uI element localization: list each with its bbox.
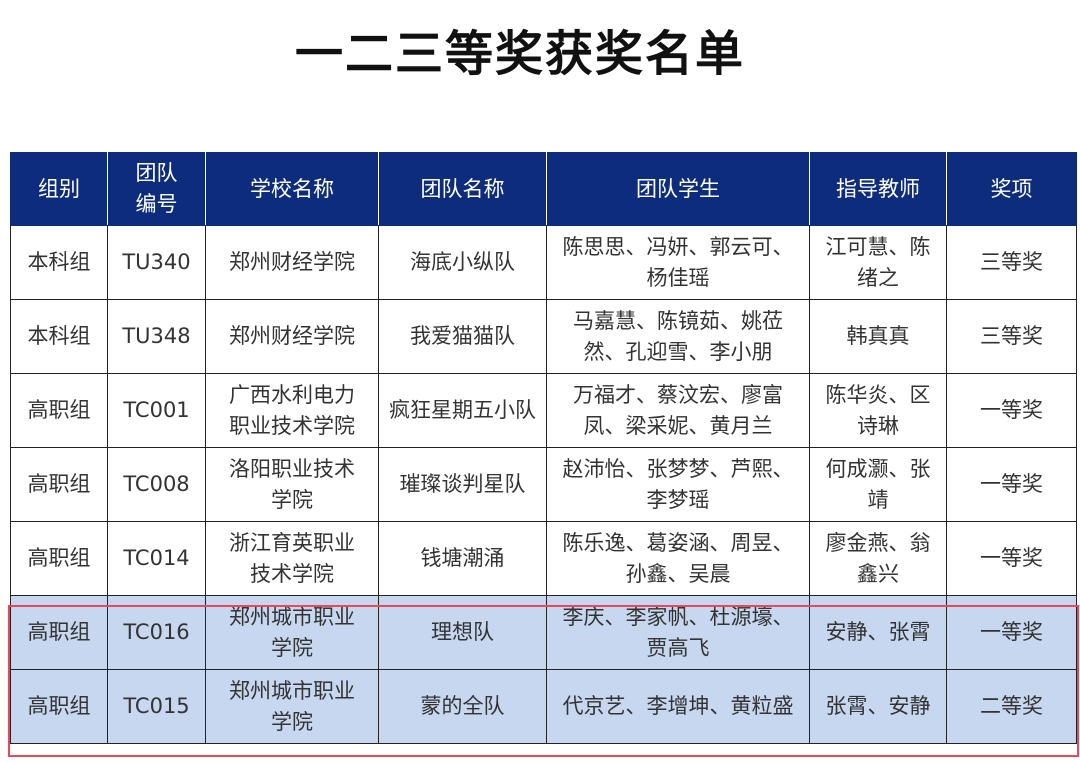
award-table: 组别 团队编号 学校名称 团队名称 团队学生 指导教师 奖项 本科组 TU340 郑州财经学院海… <box>10 152 1077 744</box>
table-cell: 高职组 <box>10 521 108 596</box>
table-cell: 郑州城市职业学院 <box>205 595 379 670</box>
table-row: 高职组 TC015 郑州城市职业学院 蒙的全队 代京艺、李增坤、黄粒盛 张霄、安静 二等奖 <box>10 669 1077 744</box>
table-cell: TC016 <box>107 595 206 670</box>
table-row: 高职组 TC008 洛阳职业技术学院 璀璨谈判星队 赵沛怡、张梦梦、芦熙、李梦瑶 何成灏、… <box>10 447 1077 522</box>
table-cell: 张霄、安静 <box>809 669 947 744</box>
column-header: 学校名称 <box>205 152 379 226</box>
table-cell: 马嘉慧、陈镜茹、姚莅然、孔迎雪、李小朋 <box>546 299 810 374</box>
table-row: 高职组 TC014 浙江育英职业技术学院 钱塘潮涌 陈乐逸、葛姿涵、周昱、孙鑫、吴晨 廖金… <box>10 521 1077 596</box>
table-cell: 理想队 <box>378 595 547 670</box>
table-cell: 郑州财经学院 <box>205 299 379 374</box>
table-cell: 璀璨谈判星队 <box>378 447 547 522</box>
table-cell: 一等奖 <box>946 373 1077 448</box>
table-cell: 高职组 <box>10 595 108 670</box>
table-cell: 一等奖 <box>946 595 1077 670</box>
table-cell: 李庆、李家帆、杜源壕、贾高飞 <box>546 595 810 670</box>
table-cell: 陈华炎、区诗琳 <box>809 373 947 448</box>
table-cell: 何成灏、张靖 <box>809 447 947 522</box>
table-cell: 高职组 <box>10 447 108 522</box>
table-cell: 蒙的全队 <box>378 669 547 744</box>
column-header: 指导教师 <box>809 152 947 226</box>
table-row: 本科组 TU340 郑州财经学院 海底小纵队 陈思思、冯妍、郭云可、杨佳瑶 江可慧、陈绪之… <box>10 225 1077 300</box>
table-cell: 高职组 <box>10 373 108 448</box>
table-cell: 浙江育英职业技术学院 <box>205 521 379 596</box>
table-header-row: 组别 团队编号 学校名称 团队名称 团队学生 指导教师 奖项 <box>10 152 1077 226</box>
table-cell: 广西水利电力职业技术学院 <box>205 373 379 448</box>
page-title: 一二三等奖获奖名单 <box>294 26 745 82</box>
column-header: 组别 <box>10 152 108 226</box>
column-header: 团队名称 <box>378 152 547 226</box>
table-cell: 万福才、蔡汶宏、廖富凤、梁采妮、黄月兰 <box>546 373 810 448</box>
table-cell: 洛阳职业技术学院 <box>205 447 379 522</box>
table-cell: 韩真真 <box>809 299 947 374</box>
table-cell: 代京艺、李增坤、黄粒盛 <box>546 669 810 744</box>
table-cell: 本科组 <box>10 299 108 374</box>
table-cell: 郑州财经学院 <box>205 225 379 300</box>
table-cell: 本科组 <box>10 225 108 300</box>
table-cell: 二等奖 <box>946 669 1077 744</box>
table-cell: TU348 <box>107 299 206 374</box>
table-cell: TC008 <box>107 447 206 522</box>
table-cell: 郑州城市职业学院 <box>205 669 379 744</box>
table-cell: 赵沛怡、张梦梦、芦熙、李梦瑶 <box>546 447 810 522</box>
table-cell: 我爱猫猫队 <box>378 299 547 374</box>
table-cell: TC015 <box>107 669 206 744</box>
table-cell: 三等奖 <box>946 299 1077 374</box>
table-cell: 高职组 <box>10 669 108 744</box>
table-cell: 陈思思、冯妍、郭云可、杨佳瑶 <box>546 225 810 300</box>
table-cell: 安静、张霄 <box>809 595 947 670</box>
table-cell: 一等奖 <box>946 521 1077 596</box>
table-cell: 疯狂星期五小队 <box>378 373 547 448</box>
table-cell: TC014 <box>107 521 206 596</box>
table-cell: TC001 <box>107 373 206 448</box>
table-cell: 江可慧、陈绪之 <box>809 225 947 300</box>
table-cell: 陈乐逸、葛姿涵、周昱、孙鑫、吴晨 <box>546 521 810 596</box>
table-cell: 一等奖 <box>946 447 1077 522</box>
column-header: 团队学生 <box>546 152 810 226</box>
column-header: 奖项 <box>946 152 1077 226</box>
column-header: 团队编号 <box>107 152 206 226</box>
table-cell: 廖金燕、翁鑫兴 <box>809 521 947 596</box>
table-row: 高职组 TC001 广西水利电力职业技术学院 疯狂星期五小队 万福才、蔡汶宏、廖富凤、梁… <box>10 373 1077 448</box>
table-cell: 三等奖 <box>946 225 1077 300</box>
table-cell: 钱塘潮涌 <box>378 521 547 596</box>
table-cell: TU340 <box>107 225 206 300</box>
table-cell: 海底小纵队 <box>378 225 547 300</box>
table-row: 高职组 TC016 郑州城市职业学院 理想队 李庆、李家帆、杜源壕、贾高飞 安静、张霄 一等… <box>10 595 1077 670</box>
table-row: 本科组 TU348 郑州财经学院 我爱猫猫队 马嘉慧、陈镜茹、姚莅然、孔迎雪、李小朋 韩真… <box>10 299 1077 374</box>
